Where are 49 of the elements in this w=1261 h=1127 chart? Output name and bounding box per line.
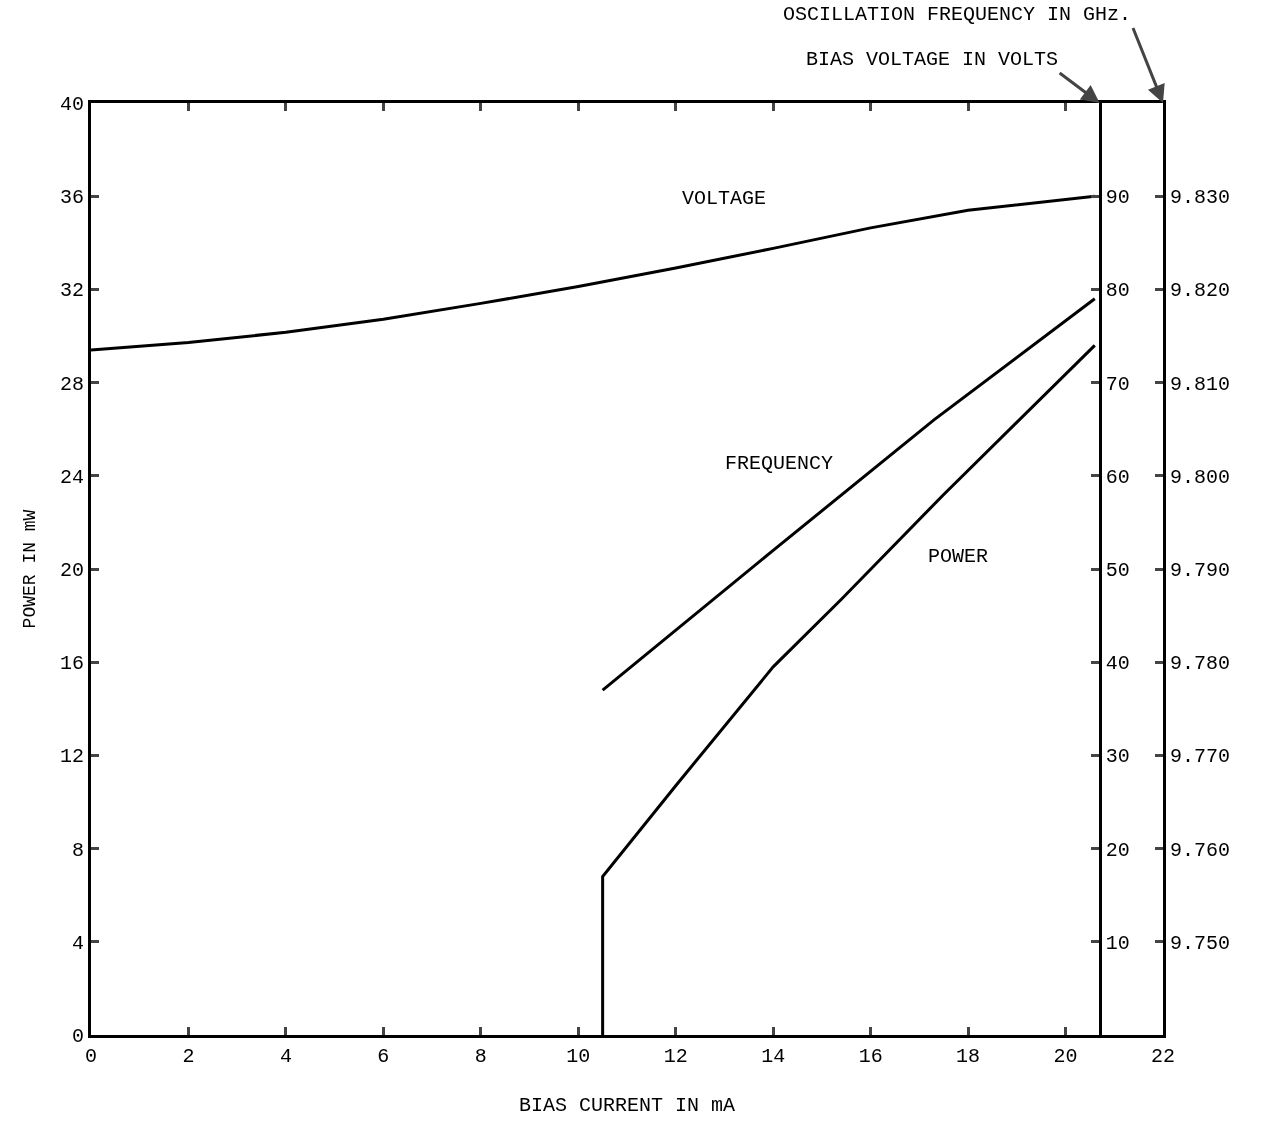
y-tick-label: 20 (59, 559, 84, 582)
y3-tick-label: 9.830 (1170, 186, 1231, 210)
y-tick-label: 28 (59, 372, 84, 396)
y-tick-label: 8 (71, 838, 84, 862)
y2-tick-label: 70 (1105, 372, 1130, 396)
y3-tick-label: 9.810 (1170, 372, 1231, 396)
x-axis-title: BIAS CURRENT IN mA (518, 1093, 736, 1117)
y3-tick-label: 9.770 (1170, 745, 1231, 769)
y2-axis-title: BIAS VOLTAGE IN VOLTS (806, 48, 1059, 71)
y2-tick-label: 40 (1105, 652, 1130, 676)
y-tick-label: 24 (59, 465, 84, 489)
series-label: FREQUENCY (725, 452, 834, 475)
y3-axis-title: OSCILLATION FREQUENCY IN GHz. (783, 3, 1132, 26)
x-tick-label: 2 (182, 1045, 195, 1068)
x-tick-label: 20 (1053, 1045, 1078, 1068)
y-tick-label: 4 (71, 931, 84, 955)
y3-tick-label: 9.780 (1170, 652, 1231, 676)
y3-tick-label: 9.820 (1170, 279, 1231, 303)
series-label: VOLTAGE (682, 187, 767, 210)
x-tick-label: 12 (663, 1045, 688, 1068)
y2-tick-label: 50 (1105, 559, 1130, 582)
y2-tick-label: 90 (1105, 186, 1130, 210)
x-tick-label: 10 (566, 1045, 591, 1068)
y-tick-label: 32 (59, 279, 84, 303)
y-tick-label: 36 (59, 186, 84, 210)
y3-tick-label: 9.790 (1170, 559, 1231, 582)
series-label: POWER (928, 545, 989, 568)
x-tick-label: 16 (858, 1045, 883, 1068)
y2-tick-label: 80 (1105, 279, 1130, 303)
y-tick-label: 12 (59, 745, 84, 769)
x-tick-label: 22 (1150, 1045, 1176, 1068)
line-series (601, 343, 1097, 1035)
y2-tick-label: 10 (1105, 931, 1130, 955)
x-tick-label: 4 (279, 1045, 292, 1068)
y3-tick-label: 9.750 (1170, 931, 1231, 955)
y-tick-label: 40 (59, 93, 84, 116)
y3-tick-label: 9.760 (1170, 838, 1231, 862)
y2-tick-label: 60 (1105, 465, 1130, 489)
y-tick-label: 16 (59, 652, 84, 676)
y3-tick-label: 9.800 (1170, 465, 1231, 489)
x-tick-label: 14 (761, 1045, 786, 1068)
x-tick-label: 18 (956, 1045, 981, 1068)
x-tick-label: 6 (377, 1045, 390, 1068)
x-tick-label: 8 (474, 1045, 487, 1068)
y-tick-label: 0 (71, 1025, 84, 1048)
y2-tick-label: 20 (1105, 838, 1130, 862)
y2-tick-label: 30 (1105, 745, 1130, 769)
y-axis-title: POWER IN mW (20, 509, 41, 629)
line-series (601, 297, 1097, 692)
